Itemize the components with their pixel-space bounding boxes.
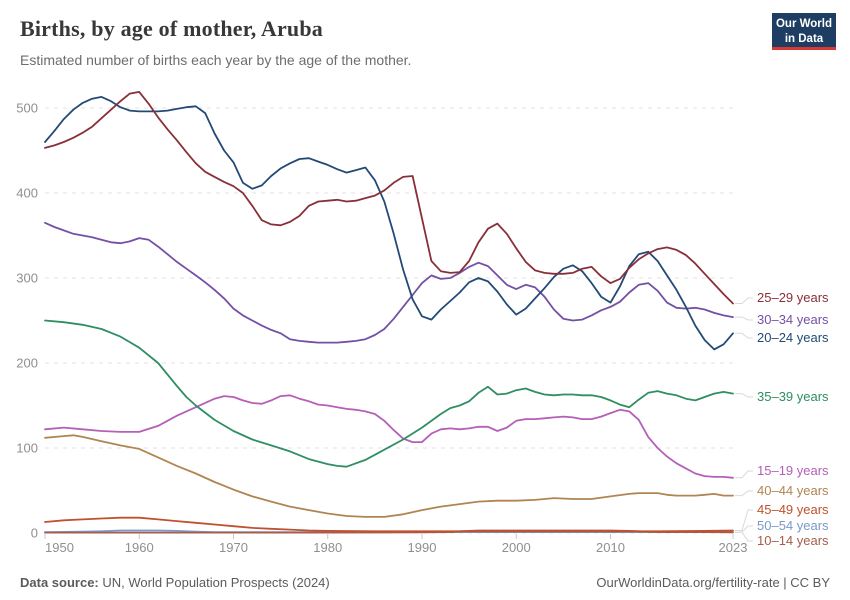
legend-connector-40-44 [735, 490, 753, 497]
x-tick-label-1960: 1960 [125, 540, 154, 555]
legend-label-50-54[interactable]: 50–54 years [757, 518, 829, 533]
series-line-40-44[interactable] [44, 434, 734, 518]
chart-title: Births, by age of mother, Aruba [20, 16, 324, 41]
y-tick-label-0: 0 [31, 526, 38, 541]
legend-connector-10-14 [735, 531, 753, 542]
legend-label-15-19[interactable]: 15–19 years [757, 463, 829, 478]
x-tick-label-1980: 1980 [313, 540, 342, 555]
legend-connector-15-19 [735, 470, 753, 479]
legend-connector-50-54 [735, 525, 753, 533]
series-line-20-24[interactable] [44, 96, 734, 351]
series-line-35-39[interactable] [44, 319, 734, 468]
data-source-text: UN, World Population Prospects (2024) [98, 575, 330, 590]
legend-connector-25-29 [735, 297, 753, 304]
data-source-label: Data source: [20, 575, 99, 590]
y-tick-label-100: 100 [16, 441, 38, 456]
x-tick-label-2023: 2023 [719, 540, 748, 555]
legend-label-45-49[interactable]: 45–49 years [757, 502, 829, 517]
y-tick-label-400: 400 [16, 186, 38, 201]
owid-logo-line2: in Data [784, 32, 824, 45]
y-tick-label-200: 200 [16, 356, 38, 371]
legend-connector-20-24 [735, 332, 753, 339]
chart-subtitle: Estimated number of births each year by … [20, 52, 412, 68]
y-tick-label-300: 300 [16, 271, 38, 286]
legend-connector-45-49 [735, 509, 753, 531]
legend-connector-35-39 [735, 393, 753, 398]
x-tick-label-1950: 1950 [45, 540, 74, 555]
x-tick-label-1970: 1970 [219, 540, 248, 555]
owid-logo[interactable]: Our World in Data [772, 13, 836, 50]
x-tick-label-2000: 2000 [502, 540, 531, 555]
series-line-30-34[interactable] [44, 221, 734, 344]
data-source-note: Data source: UN, World Population Prospe… [20, 575, 330, 590]
series-line-25-29[interactable] [44, 91, 734, 305]
legend-connector-30-34 [735, 316, 753, 321]
legend-label-10-14[interactable]: 10–14 years [757, 533, 829, 548]
owid-logo-line1: Our World [775, 18, 832, 30]
series-line-15-19[interactable] [44, 394, 734, 479]
legend-label-25-29[interactable]: 25–29 years [757, 290, 829, 305]
legend-label-35-39[interactable]: 35–39 years [757, 389, 829, 404]
series-line-45-49[interactable] [44, 516, 734, 533]
owid-license-link[interactable]: OurWorldinData.org/fertility-rate | CC B… [596, 575, 830, 590]
y-tick-label-500: 500 [16, 101, 38, 116]
x-tick-label-1990: 1990 [408, 540, 437, 555]
legend-label-30-34[interactable]: 30–34 years [757, 312, 829, 327]
legend-label-20-24[interactable]: 20–24 years [757, 330, 829, 345]
x-tick-label-2010: 2010 [596, 540, 625, 555]
legend-label-40-44[interactable]: 40–44 years [757, 483, 829, 498]
